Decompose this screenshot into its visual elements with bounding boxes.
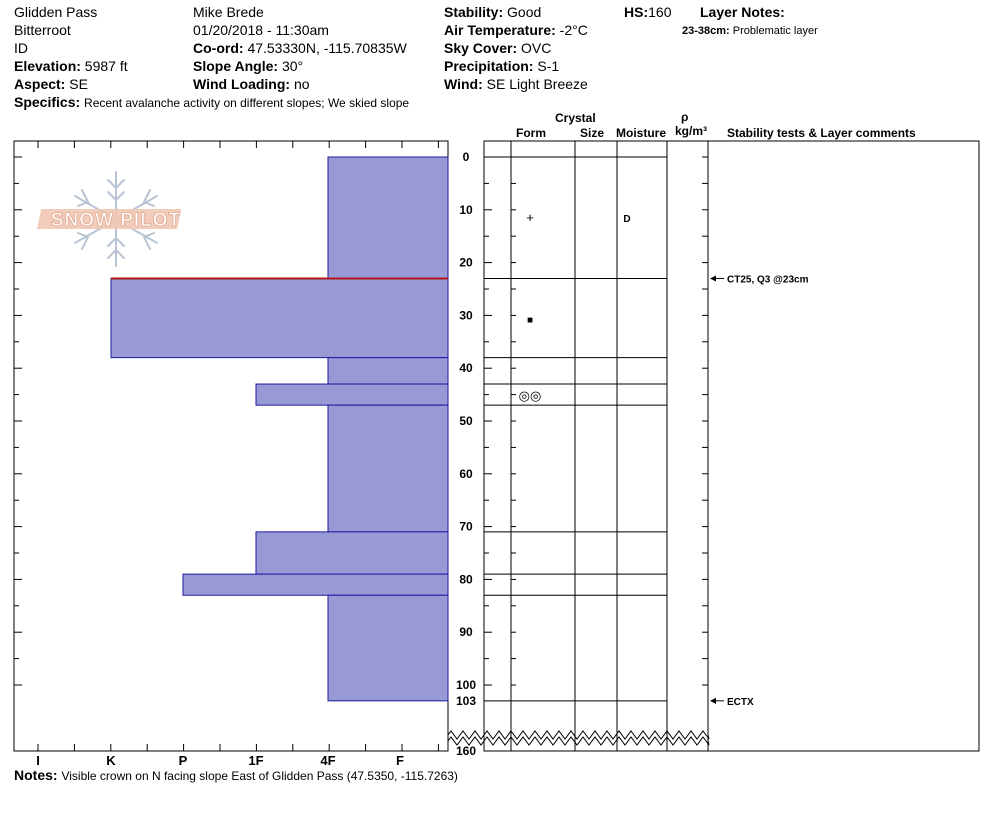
depth-label: 70 xyxy=(459,520,473,534)
air-temp-value: -2°C xyxy=(559,22,588,38)
density-unit-header: kg/m³ xyxy=(675,124,708,138)
air-temperature: Air Temperature: -2°C xyxy=(444,22,588,38)
depth-label: 0 xyxy=(463,150,470,164)
precip-value: S-1 xyxy=(537,58,560,74)
hardness-bar xyxy=(110,277,449,359)
hardness-label: 4F xyxy=(320,753,335,768)
depth-label: 80 xyxy=(459,572,473,586)
sky-label: Sky Cover: xyxy=(444,40,518,56)
wind-loading-value: no xyxy=(293,76,310,92)
wind-label: Wind: xyxy=(444,76,483,92)
stability: Stability: Good xyxy=(444,4,541,20)
hardness-label: F xyxy=(396,753,404,768)
wind: Wind: SE Light Breeze xyxy=(444,76,588,92)
aspect-value: SE xyxy=(69,76,88,92)
depth-label: 10 xyxy=(459,203,473,217)
stability-label: Stability: xyxy=(444,4,504,20)
stability-test: ECTX xyxy=(727,697,754,708)
depth-label: 20 xyxy=(459,256,473,270)
stability-value: Good xyxy=(507,4,542,20)
depth-break-mark xyxy=(447,736,710,746)
moisture-value: D xyxy=(623,214,630,225)
wind-loading-label: Wind Loading: xyxy=(193,76,291,92)
moisture-header: Moisture xyxy=(616,126,667,140)
elevation: Elevation: 5987 ft xyxy=(14,58,128,74)
layer-note: 23-38cm: Problematic layer xyxy=(682,23,818,39)
hardness-bar xyxy=(255,531,449,575)
precip-label: Precipitation: xyxy=(444,58,534,74)
wind-loading: Wind Loading: no xyxy=(193,76,310,92)
crystal-form: ■ xyxy=(527,315,533,326)
crystal-form: ◎◎ xyxy=(519,388,542,403)
crystal-header: Crystal xyxy=(555,111,596,125)
depth-label: 50 xyxy=(459,414,473,428)
hs-label: HS: xyxy=(624,4,649,20)
state: ID xyxy=(14,40,28,56)
aspect-label: Aspect: xyxy=(14,76,66,92)
rho-header: ρ xyxy=(681,110,689,124)
snowpilot-logo: SNOW PILOT xyxy=(36,168,196,272)
elevation-value: 5987 ft xyxy=(84,58,128,74)
wind-value: SE Light Breeze xyxy=(486,76,588,92)
depth-label: 40 xyxy=(459,361,473,375)
notes-text: Visible crown on N facing slope East of … xyxy=(61,769,458,783)
hs-value: 160 xyxy=(648,4,672,20)
depth-label: 160 xyxy=(456,744,476,758)
comments-header: Stability tests & Layer comments xyxy=(727,126,916,140)
depth-label: 103 xyxy=(456,694,476,708)
hardness-bar xyxy=(327,156,449,279)
range: Bitterroot xyxy=(14,22,71,38)
crystal-form: + xyxy=(526,210,534,225)
depth-label: 90 xyxy=(459,625,473,639)
specifics: Specifics: Recent avalanche activity on … xyxy=(14,94,409,111)
specifics-value: Recent avalanche activity on different s… xyxy=(84,96,410,110)
coord-value: 47.53330N, -115.70835W xyxy=(247,40,407,56)
air-temp-label: Air Temperature: xyxy=(444,22,556,38)
notes-label: Notes: xyxy=(14,767,58,783)
hardness-label: I xyxy=(36,753,40,768)
coordinates: Co-ord: 47.53330N, -115.70835W xyxy=(193,40,407,56)
hardness-label: P xyxy=(179,753,188,768)
size-header: Size xyxy=(580,126,605,140)
slope-value: 30° xyxy=(281,58,304,74)
layer-notes-label: Layer Notes: xyxy=(700,4,785,20)
depth-label: 100 xyxy=(456,678,476,692)
test-arrow-head xyxy=(710,275,716,282)
snowflake-icon: SNOW PILOT xyxy=(37,171,182,267)
elevation-label: Elevation: xyxy=(14,58,81,74)
hardness-label: 1F xyxy=(248,753,263,768)
location: Glidden Pass xyxy=(14,4,98,20)
hardness-bar xyxy=(327,357,449,385)
logo-text: SNOW PILOT xyxy=(51,210,181,231)
hardness-bar xyxy=(327,404,449,533)
hardness-bar xyxy=(182,573,449,596)
test-arrow-head xyxy=(710,697,716,704)
profile-table-frame xyxy=(483,140,980,752)
depth-break-mark xyxy=(447,730,710,740)
aspect: Aspect: SE xyxy=(14,76,88,92)
hardness-label: K xyxy=(106,753,116,768)
observer: Mike Brede xyxy=(193,4,264,20)
form-header: Form xyxy=(516,126,546,140)
snow-height: HS:160 xyxy=(624,4,671,20)
layer-note-text: Problematic layer xyxy=(732,25,818,37)
hardness-bar xyxy=(255,383,449,406)
precipitation: Precipitation: S-1 xyxy=(444,58,559,74)
slope-label: Slope Angle: xyxy=(193,58,279,74)
stability-test: CT25, Q3 @23cm xyxy=(727,274,809,285)
specifics-label: Specifics: xyxy=(14,94,81,110)
sky-cover: Sky Cover: OVC xyxy=(444,40,551,56)
depth-label: 30 xyxy=(459,308,473,322)
depth-label: 60 xyxy=(459,467,473,481)
coord-label: Co-ord: xyxy=(193,40,244,56)
layer-note-range: 23-38cm: xyxy=(682,25,730,37)
slope-angle: Slope Angle: 30° xyxy=(193,58,303,74)
hardness-bar xyxy=(327,594,449,702)
datetime: 01/20/2018 - 11:30am xyxy=(193,22,329,38)
notes: Notes: Visible crown on N facing slope E… xyxy=(14,767,458,784)
sky-value: OVC xyxy=(521,40,552,56)
